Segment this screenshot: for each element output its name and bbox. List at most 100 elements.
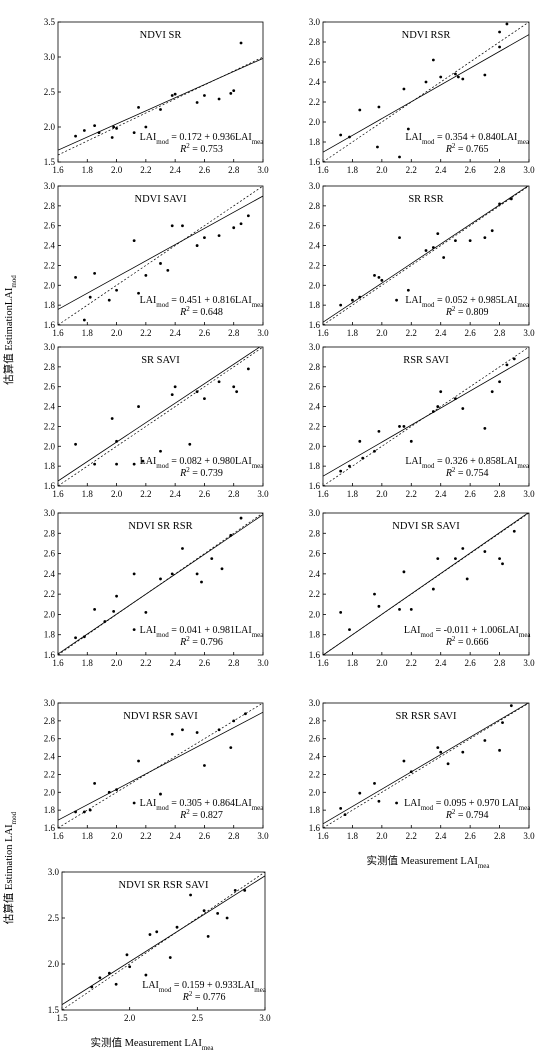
- data-point: [377, 105, 381, 109]
- r-squared-part: R: [445, 144, 452, 155]
- panel-title: NDVI RSR SAVI: [123, 711, 198, 722]
- y-tick-label: 3.0: [44, 342, 56, 352]
- data-point: [132, 462, 136, 466]
- data-point: [110, 417, 114, 420]
- fit-line: [58, 711, 263, 821]
- data-point: [175, 925, 179, 929]
- data-point: [468, 239, 472, 243]
- equation: LAImod = 0.159 + 0.933LAImea: [142, 980, 267, 994]
- data-point: [159, 262, 162, 265]
- data-point: [339, 611, 343, 614]
- data-point: [377, 799, 381, 803]
- r-squared-part: 2: [452, 142, 456, 150]
- data-point: [439, 75, 443, 79]
- y-tick-label: 2.0: [48, 959, 60, 969]
- plot-frame: [322, 185, 530, 326]
- plot-clip: [62, 872, 265, 1010]
- equation-part: mod: [156, 301, 169, 309]
- y-tick-label: 1.8: [44, 300, 56, 310]
- data-point: [244, 712, 247, 716]
- one-to-one-line: [58, 347, 263, 486]
- plot-clip: [58, 703, 263, 828]
- y-tick-label: 3.5: [44, 17, 56, 27]
- r-squared-part: R: [179, 468, 186, 479]
- data-point: [406, 127, 410, 131]
- data-point: [217, 728, 221, 732]
- y-tick-label: 2.8: [44, 716, 56, 726]
- x-tick-label: 2.0: [376, 831, 388, 841]
- data-point: [220, 567, 224, 571]
- data-point: [436, 557, 440, 561]
- x-tick-label: 2.6: [465, 831, 477, 841]
- data-point: [74, 810, 77, 814]
- equation-part: = 0.451 + 0.816LAI: [169, 295, 252, 306]
- fit-line: [323, 186, 529, 323]
- y-tick-label: 2.6: [309, 382, 321, 392]
- data-point: [114, 982, 118, 986]
- equation-part: mea: [519, 631, 532, 639]
- data-point: [409, 607, 413, 611]
- x-tick-label: 2.4: [170, 165, 182, 175]
- data-point: [97, 131, 101, 135]
- y-tick-label: 2.8: [309, 528, 321, 538]
- equation-part: mea: [252, 138, 265, 146]
- x-tick-label: 2.2: [140, 165, 151, 175]
- r-squared-part: = 0.776: [192, 992, 225, 1003]
- data-point: [465, 577, 469, 581]
- y-tick-label: 2.0: [309, 787, 321, 797]
- r-squared-part: 2: [452, 305, 456, 313]
- panel-title: SR RSR: [408, 194, 443, 205]
- data-point: [144, 611, 148, 614]
- x-tick-label: 3.0: [257, 489, 269, 499]
- equation: LAImod = 0.095 + 0.970 LAImea: [404, 798, 531, 812]
- data-point: [74, 275, 77, 279]
- data-point: [402, 425, 406, 428]
- fit-line: [58, 195, 263, 310]
- data-point: [233, 889, 237, 892]
- equation-part: = 0.326 + 0.858LAI: [434, 456, 517, 467]
- data-point: [348, 628, 351, 632]
- x-tick-label: 2.8: [228, 658, 240, 668]
- data-point: [232, 89, 236, 92]
- r-squared: R2 = 0.765: [445, 142, 489, 155]
- equation-part: mea: [517, 462, 530, 470]
- y-tick-label: 1.6: [309, 650, 321, 660]
- data-point: [483, 550, 487, 553]
- data-point: [232, 385, 236, 389]
- one-to-one-line: [62, 872, 265, 1010]
- equation-part: mod: [422, 138, 435, 146]
- x-tick-label: 2.2: [406, 165, 417, 175]
- equation: LAImod = 0.172 + 0.936LAImea: [140, 132, 265, 146]
- data-point: [132, 801, 136, 805]
- data-point: [202, 909, 206, 913]
- r-squared: R2 = 0.776: [182, 990, 226, 1003]
- data-point: [461, 547, 465, 550]
- equation-part: = 0.354 + 0.840LAI: [434, 132, 517, 143]
- data-point: [195, 572, 199, 576]
- data-point: [512, 357, 516, 361]
- y-tick-label: 2.4: [44, 752, 56, 762]
- data-point: [358, 439, 362, 443]
- y-tick-label: 3.0: [309, 508, 321, 518]
- x-tick-label: 2.6: [199, 328, 211, 338]
- equation-part: mod: [421, 631, 434, 639]
- data-point: [168, 956, 172, 959]
- r-squared-part: 2: [452, 635, 456, 643]
- plot-frame: [57, 185, 264, 326]
- x-tick-label: 2.4: [170, 489, 182, 499]
- x-tick-label: 1.8: [82, 489, 94, 499]
- data-point: [239, 222, 243, 226]
- equation-part: LAI: [405, 132, 422, 143]
- y-tick-label: 1.6: [44, 320, 56, 330]
- y-tick-label: 2.4: [44, 241, 56, 251]
- plot-clip: [58, 347, 263, 486]
- one-to-one-line: [58, 186, 263, 325]
- plot-clip: [58, 513, 263, 655]
- data-point: [373, 781, 376, 785]
- r-squared-part: = 0.796: [190, 637, 223, 648]
- data-point: [456, 75, 460, 79]
- x-tick-label: 2.8: [228, 165, 240, 175]
- panel-title: NDVI SAVI: [134, 194, 187, 205]
- x-tick-label: 2.4: [170, 831, 182, 841]
- equation-part: mea: [252, 301, 265, 309]
